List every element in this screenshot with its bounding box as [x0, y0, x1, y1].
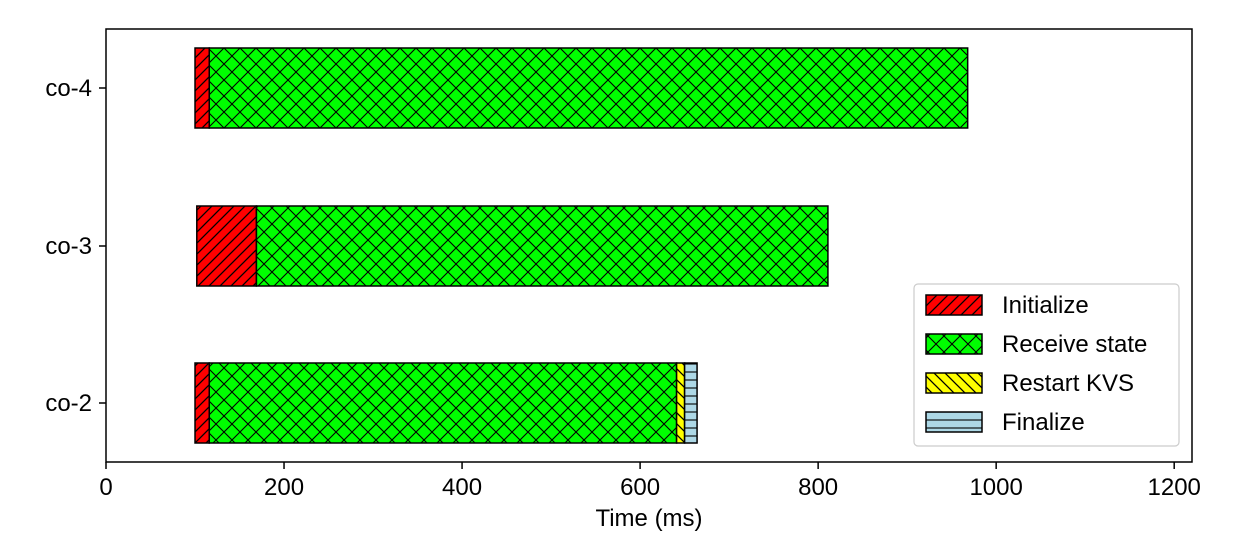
x-axis: 0 200 400 600 800 1000 1200: [99, 462, 1201, 501]
y-tick-label: co-2: [45, 390, 92, 417]
x-tick-label: 600: [620, 474, 660, 501]
legend-item: Receive state: [925, 331, 1147, 358]
x-tick-label: 800: [798, 474, 838, 501]
bar-segment: [208, 47, 969, 129]
legend-item: Finalize: [925, 409, 1085, 436]
legend-swatch-hatch: [925, 294, 983, 316]
y-tick-label: co-3: [45, 233, 92, 260]
legend-swatch-hatch: [925, 411, 983, 433]
x-tick-label: 1000: [969, 474, 1022, 501]
x-tick-label: 1200: [1148, 474, 1201, 501]
legend-item: Initialize: [925, 292, 1089, 319]
plot-area: [194, 47, 969, 444]
bar-segment: [255, 205, 829, 287]
legend-frame: [913, 283, 1180, 447]
bar-segment: [675, 362, 686, 444]
legend-label: Restart KVS: [1002, 370, 1134, 397]
y-tick-label: co-4: [45, 75, 92, 102]
legend-label: Receive state: [1002, 331, 1147, 358]
legend-label: Finalize: [1002, 409, 1085, 436]
y-axis: co-2 co-3 co-4: [45, 75, 106, 417]
x-tick-label: 400: [442, 474, 482, 501]
legend-item: Restart KVS: [925, 370, 1134, 397]
x-tick-label: 200: [264, 474, 304, 501]
bar-segment: [194, 362, 211, 444]
legend: Initialize Receive state Restart KVS Finali…: [913, 283, 1180, 447]
bar-segment: [194, 47, 211, 129]
bar-segment: [208, 362, 678, 444]
bar-segment: [683, 362, 698, 444]
x-axis-label: Time (ms): [595, 505, 702, 532]
legend-swatch-hatch: [925, 333, 983, 355]
legend-swatch-hatch: [925, 372, 983, 394]
bar-segment: [196, 205, 258, 287]
legend-label: Initialize: [1002, 292, 1089, 319]
x-tick-label: 0: [99, 474, 112, 501]
